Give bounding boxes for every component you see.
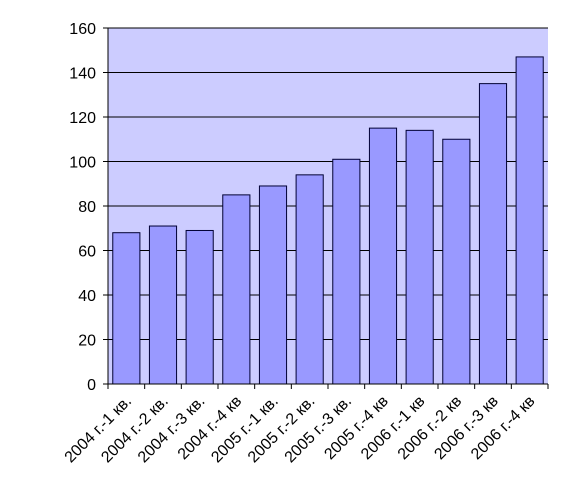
bar <box>332 158 361 385</box>
y-tick-label: 40 <box>78 288 96 305</box>
bar <box>112 232 141 385</box>
bar <box>368 127 398 385</box>
y-tick-label: 160 <box>69 21 96 38</box>
y-tick-label: 60 <box>78 244 96 261</box>
bar <box>185 229 214 385</box>
bar <box>222 194 251 385</box>
y-tick-label: 20 <box>78 333 96 350</box>
y-tick-label: 0 <box>87 377 96 394</box>
bar <box>405 129 434 385</box>
y-tick-label: 80 <box>78 199 96 216</box>
y-tick-label: 100 <box>69 155 96 172</box>
bar <box>148 225 178 385</box>
bar <box>442 138 471 385</box>
bar <box>258 185 288 385</box>
bar <box>295 174 324 385</box>
y-tick-label: 120 <box>69 110 96 127</box>
bar <box>478 83 508 385</box>
bar <box>515 56 544 385</box>
y-tick-label: 140 <box>69 66 96 83</box>
